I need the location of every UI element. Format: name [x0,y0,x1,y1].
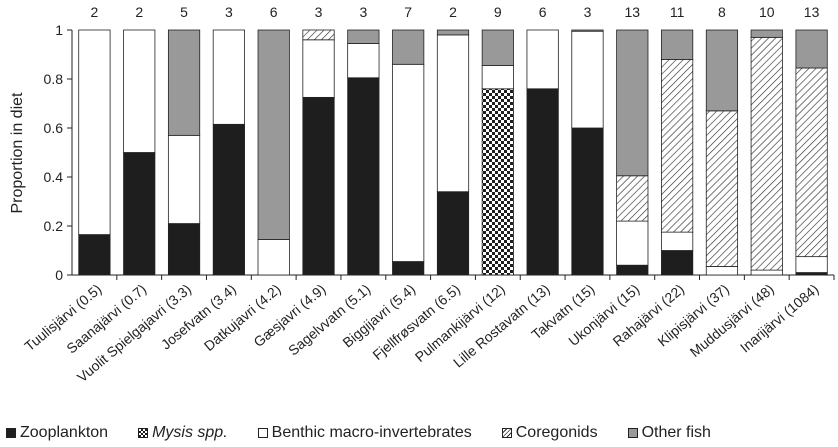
coregonids-swatch-icon [501,428,512,438]
sample-size-label: 3 [225,4,233,20]
bar-segment-mysis-spp [481,88,514,276]
y-tick-label: 0.4 [44,169,64,185]
bar-segment-benthic-macro-invertebrates [750,269,783,276]
sample-size-label: 2 [135,4,143,20]
bar-segment-coregonids [616,175,649,222]
bar-segment-benthic-macro-invertebrates [526,29,559,90]
bar-segment-other-fish [571,29,604,32]
bar-segment-benthic-macro-invertebrates [302,39,335,98]
mysis-swatch-icon [138,428,149,438]
y-tick-label: 0.6 [44,120,64,136]
sample-size-label: 11 [670,4,685,20]
bar-segment-zooplankton [347,77,380,276]
legend-label-other-fish: Other fish [641,424,711,441]
bar-segment-benthic-macro-invertebrates [392,63,425,262]
bar-segment-other-fish [167,29,201,136]
bar-segment-coregonids [661,59,694,233]
sample-size-label: 3 [584,4,592,20]
sample-size-label: 7 [404,4,412,20]
y-axis-label: Proportion in diet [9,92,26,214]
legend-label-mysis: Mysis spp. [152,424,228,441]
bar-segment-benthic-macro-invertebrates [571,30,604,129]
bar-segment-benthic-macro-invertebrates [661,231,694,251]
legend-label-zooplankton: Zooplankton [20,424,109,441]
bar-segment-other-fish [661,29,694,60]
bar-segment-coregonids [750,36,783,271]
bar-segment-zooplankton [571,127,604,276]
bar-segment-benthic-macro-invertebrates [795,256,828,273]
sample-size-label: 13 [804,4,820,20]
bar-segment-benthic-macro-invertebrates [78,29,111,235]
bar-segment-zooplankton [436,191,470,276]
category-label: Inarijärvi (1084) [737,281,822,356]
sample-size-label: 3 [359,4,367,20]
legend-item-zooplankton: Zooplankton [6,424,108,442]
bar-segment-other-fish [436,29,470,36]
legend-item-mysis: Mysis spp. [138,424,228,442]
bar-segment-benthic-macro-invertebrates [123,29,156,153]
bar-segment-benthic-macro-invertebrates [436,34,470,193]
category-label: Tuulisjärvi (0.5) [21,281,104,354]
bar-segment-coregonids [705,110,739,267]
sample-size-label: 9 [494,4,502,20]
bar-segment-other-fish [616,29,649,177]
bar-segment-other-fish [392,29,425,65]
bar-segment-other-fish [257,29,290,240]
bar-segment-other-fish [347,29,380,44]
legend-label-benthic: Benthic macro-invertebrates [271,424,472,441]
sample-size-label: 5 [180,4,188,20]
bar-segment-coregonids [302,29,335,41]
bar-segment-benthic-macro-invertebrates [212,29,245,125]
sample-size-label: 6 [539,4,547,20]
bar-segment-zooplankton [212,123,245,276]
sample-size-label: 2 [449,4,457,20]
y-tick-label: 1 [55,22,63,38]
bar-segment-zooplankton [392,261,425,276]
sample-size-label: 13 [625,4,641,20]
bar-segment-benthic-macro-invertebrates [705,266,739,276]
category-label: Datkujavri (4.2) [201,281,284,354]
bar-segment-benthic-macro-invertebrates [257,239,290,276]
sample-size-label: 3 [315,4,323,20]
other-fish-swatch-icon [627,428,638,438]
bar-segment-zooplankton [123,152,156,276]
y-tick-label: 0.8 [44,71,64,87]
bar-segment-other-fish [795,29,828,69]
y-tick-label: 0.2 [44,218,64,234]
bar-segment-benthic-macro-invertebrates [167,134,201,224]
bar-segment-other-fish [481,29,514,66]
bar-segment-benthic-macro-invertebrates [616,220,649,266]
legend-item-coregonids: Coregonids [501,424,598,442]
bar-segment-other-fish [705,29,739,112]
sample-size-label: 8 [718,4,726,20]
sample-size-label: 2 [91,4,99,20]
bar-segment-coregonids [795,67,828,258]
bar-segment-benthic-macro-invertebrates [347,43,380,79]
legend: Zooplankton Mysis spp. Benthic macro-inv… [6,422,836,444]
y-tick-label: 0 [55,267,63,283]
bar-segment-zooplankton [167,223,201,276]
bar-segment-zooplankton [526,88,559,276]
legend-item-other-fish: Other fish [627,424,711,442]
bar-segment-other-fish [750,29,783,38]
bar-segment-benthic-macro-invertebrates [481,65,514,90]
legend-item-benthic: Benthic macro-invertebrates [257,424,472,442]
bar-segment-zooplankton [661,250,694,276]
bar-segment-zooplankton [78,234,111,276]
sample-size-label: 10 [759,4,775,20]
sample-size-label: 6 [270,4,278,20]
legend-label-coregonids: Coregonids [515,424,598,441]
bar-segment-zooplankton [616,264,649,276]
bar-segment-zooplankton [302,96,335,276]
benthic-swatch-icon [257,428,268,438]
zooplankton-swatch-icon [6,428,16,438]
